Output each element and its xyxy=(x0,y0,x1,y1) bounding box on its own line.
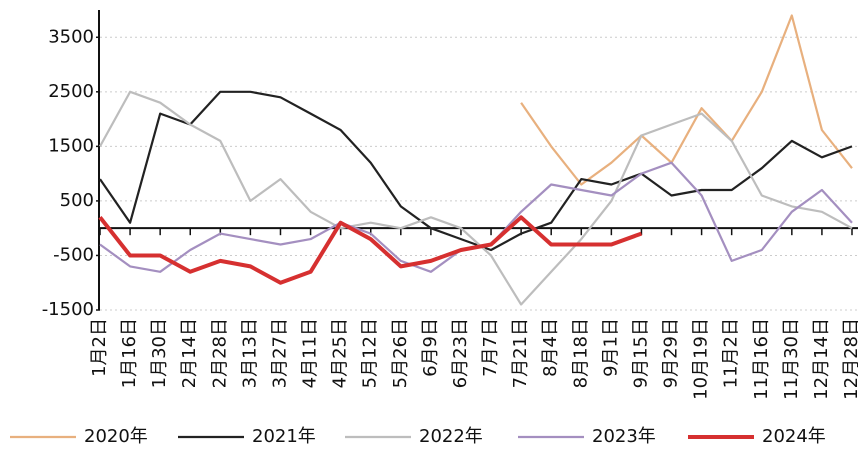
x-tick-label: 6月23日 xyxy=(450,318,471,388)
x-tick-label: 9月15日 xyxy=(630,318,651,388)
x-tick-label: 3月13日 xyxy=(239,318,260,388)
x-tick-label: 11月2日 xyxy=(721,318,742,388)
legend-label: 2021年 xyxy=(252,426,316,447)
legend-label: 2024年 xyxy=(762,426,826,447)
y-tick-label: 500 xyxy=(60,190,94,211)
legend-label: 2022年 xyxy=(419,426,483,447)
x-tick-label: 9月1日 xyxy=(600,318,621,377)
x-tick-label: 5月12日 xyxy=(360,318,381,388)
x-tick-label: 1月16日 xyxy=(119,318,140,388)
y-tick-label: -1500 xyxy=(42,299,94,320)
x-tick-label: 1月30日 xyxy=(149,318,170,388)
x-tick-label: 9月29日 xyxy=(661,318,682,388)
x-tick-label: 4月11日 xyxy=(300,318,321,388)
x-tick-label: 3月27日 xyxy=(269,318,290,388)
y-tick-label: -500 xyxy=(53,244,94,265)
x-tick-label: 12月28日 xyxy=(841,318,858,400)
legend-label: 2023年 xyxy=(592,426,656,447)
x-tick-label: 12月14日 xyxy=(811,318,832,400)
x-tick-label: 8月18日 xyxy=(570,318,591,388)
y-tick-label: 3500 xyxy=(48,26,94,47)
y-tick-label: 1500 xyxy=(48,135,94,156)
x-tick-label: 8月4日 xyxy=(540,318,561,377)
x-tick-label: 2月14日 xyxy=(179,318,200,388)
legend-label: 2020年 xyxy=(84,426,148,447)
x-tick-label: 6月9日 xyxy=(420,318,441,377)
x-tick-label: 4月25日 xyxy=(330,318,351,388)
series-line xyxy=(520,14,853,186)
x-tick-label: 11月16日 xyxy=(751,318,772,400)
x-tick-label: 7月7日 xyxy=(480,318,501,377)
series-line xyxy=(98,215,643,285)
x-tick-label: 5月26日 xyxy=(390,318,411,388)
x-tick-label: 1月2日 xyxy=(89,318,110,377)
x-tick-label: 7月21日 xyxy=(510,318,531,388)
series-line xyxy=(99,90,853,306)
x-tick-label: 10月19日 xyxy=(691,318,712,400)
series-line xyxy=(99,90,853,252)
x-tick-label: 2月28日 xyxy=(209,318,230,388)
x-tick-label: 11月30日 xyxy=(781,318,802,400)
y-tick-label: 2500 xyxy=(48,81,94,102)
